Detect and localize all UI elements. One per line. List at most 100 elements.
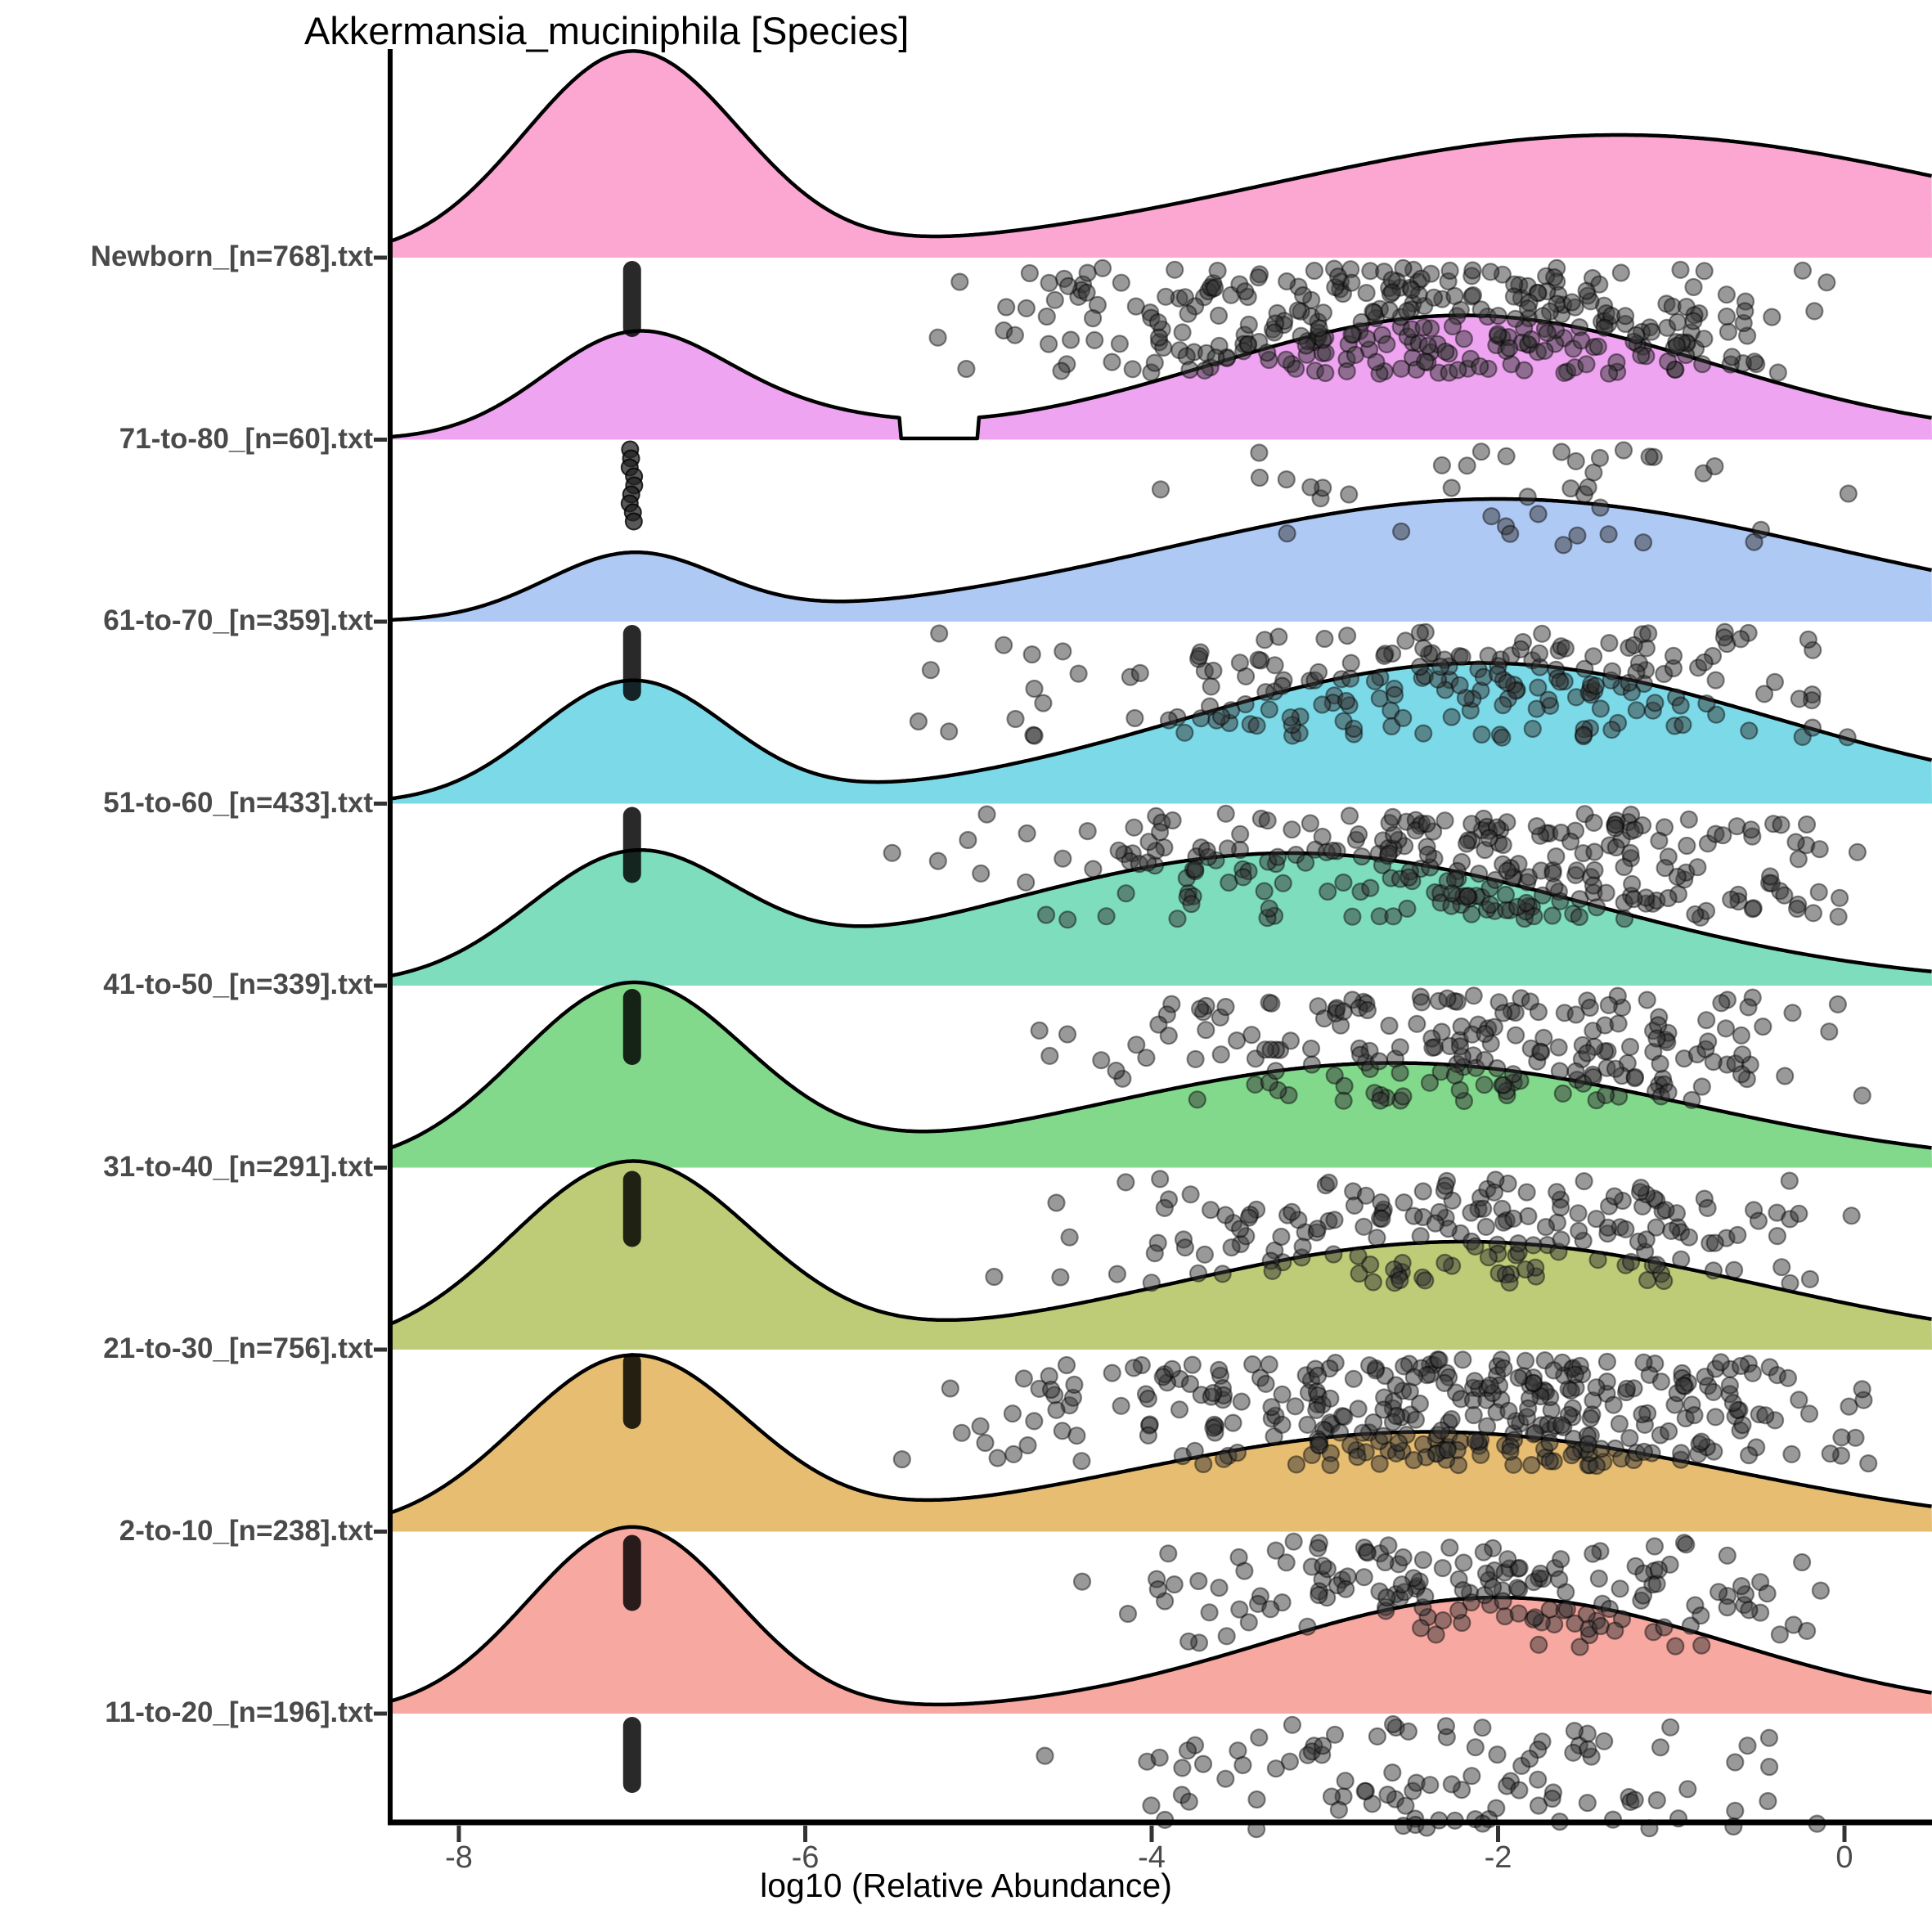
sample-point: [1126, 297, 1145, 316]
sample-point: [1040, 1046, 1059, 1066]
sample-point: [1125, 818, 1143, 837]
sample-point: [928, 328, 947, 347]
sample-point: [1309, 1436, 1328, 1454]
sample-point: [1509, 1368, 1528, 1387]
sample-point: [1503, 1065, 1523, 1084]
sample-point: [1230, 1220, 1250, 1238]
sample-point: [930, 624, 949, 643]
sample-point: [1587, 1209, 1606, 1229]
sample-point: [1173, 323, 1192, 342]
ridge-fill-4: [390, 663, 1932, 804]
sample-point: [1343, 907, 1362, 926]
sample-point: [1574, 726, 1593, 744]
sample-point: [1853, 1086, 1871, 1105]
sample-point: [1668, 336, 1687, 355]
sample-point: [1498, 1550, 1517, 1569]
x-tick-label: -2: [1484, 1840, 1512, 1875]
sample-point: [1265, 656, 1284, 675]
sample-point: [1380, 1016, 1399, 1036]
sample-point: [1595, 318, 1614, 337]
sample-point: [1025, 726, 1044, 745]
sample-point: [1400, 868, 1418, 887]
sample-point: [1704, 1261, 1723, 1280]
sample-point: [1599, 364, 1619, 383]
y-axis-label-3: 61-to-70_[n=359].txt: [103, 604, 373, 636]
sample-point: [1545, 268, 1564, 287]
sample-point: [1296, 336, 1315, 355]
sample-point: [1374, 1427, 1393, 1445]
sample-point: [1574, 1074, 1593, 1093]
ridge-outline-3: [389, 496, 1932, 622]
sample-point: [1561, 832, 1580, 851]
sample-point: [1051, 1268, 1070, 1287]
sample-point: [1810, 840, 1829, 859]
sample-point: [1124, 1359, 1143, 1377]
sample-point: [1352, 847, 1372, 866]
sample-point: [1266, 1541, 1285, 1560]
sample-point: [1250, 468, 1269, 487]
sample-point: [1112, 273, 1130, 292]
zero-spike-bar-3: [622, 625, 641, 701]
sample-point: [1638, 991, 1656, 1009]
sample-point: [1501, 524, 1520, 543]
sample-point: [1265, 323, 1284, 342]
sample-point: [1383, 1714, 1403, 1734]
sample-point: [892, 1449, 911, 1469]
sample-point: [1803, 718, 1822, 737]
sample-point: [1170, 1400, 1189, 1419]
sample-point: [1355, 1781, 1374, 1800]
sample-point: [1732, 630, 1750, 649]
sample-point: [1394, 708, 1413, 728]
sample-point: [1123, 360, 1142, 379]
sample-point: [1504, 1209, 1523, 1228]
sample-point: [1743, 1364, 1762, 1382]
sample-point: [1590, 448, 1610, 468]
sample-point: [1704, 1382, 1723, 1402]
sample-point: [1606, 1059, 1625, 1078]
sample-point: [1211, 1045, 1230, 1064]
sample-point: [1036, 1746, 1054, 1765]
sample-point: [1321, 1389, 1340, 1408]
sample-point: [1286, 1397, 1305, 1416]
sample-point: [959, 830, 977, 850]
sample-point: [1344, 719, 1364, 739]
sample-point: [1451, 300, 1470, 319]
sample-point: [1473, 1719, 1492, 1737]
sample-point: [1842, 1206, 1861, 1225]
sample-point: [1189, 1571, 1208, 1591]
sample-point: [1190, 646, 1209, 666]
sample-point: [1030, 1021, 1049, 1040]
sample-point: [1365, 672, 1385, 691]
sample-point: [1493, 728, 1512, 747]
sample-point: [1355, 1217, 1373, 1236]
sample-point: [1020, 263, 1040, 283]
sample-point: [1678, 1780, 1697, 1799]
sample-point: [1464, 1405, 1483, 1425]
sample-point: [1376, 1552, 1395, 1572]
sample-point: [1054, 642, 1072, 661]
sample-point: [1695, 262, 1714, 281]
sample-point: [1736, 302, 1755, 321]
sample-point: [1539, 690, 1558, 709]
sample-point: [1580, 998, 1599, 1018]
sample-point: [1180, 360, 1199, 380]
sample-point: [1454, 1553, 1473, 1572]
sample-point: [1239, 315, 1258, 334]
sample-point: [1346, 345, 1365, 364]
sample-point: [1758, 1584, 1777, 1603]
sample-point: [1216, 1206, 1235, 1224]
sample-point: [1677, 1535, 1696, 1554]
sample-point: [1110, 335, 1130, 353]
sample-point: [1509, 1604, 1528, 1623]
sample-point: [1224, 1413, 1242, 1432]
sample-point: [1625, 1069, 1644, 1088]
sample-point: [1453, 647, 1471, 667]
sample-point: [1408, 1014, 1427, 1033]
sample-point: [1659, 888, 1678, 908]
sample-point: [1232, 1392, 1251, 1411]
sample-point: [1435, 1373, 1454, 1393]
sample-point: [1570, 890, 1589, 909]
sample-point: [1716, 1019, 1736, 1038]
rain-points-1: [928, 258, 1836, 383]
sample-point: [1139, 833, 1158, 851]
